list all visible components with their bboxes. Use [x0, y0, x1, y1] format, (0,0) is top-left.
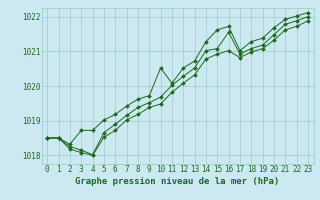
X-axis label: Graphe pression niveau de la mer (hPa): Graphe pression niveau de la mer (hPa) — [76, 177, 280, 186]
